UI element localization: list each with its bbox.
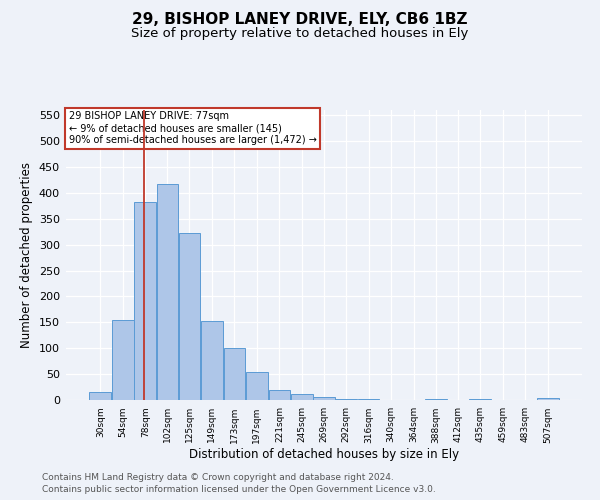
Bar	[112, 320, 134, 400]
Bar	[246, 372, 268, 400]
Bar	[335, 399, 357, 400]
Bar	[134, 202, 156, 400]
Bar	[269, 390, 290, 400]
Bar	[179, 232, 200, 400]
Bar	[313, 398, 335, 400]
Bar	[537, 398, 559, 400]
Text: Size of property relative to detached houses in Ely: Size of property relative to detached ho…	[131, 28, 469, 40]
Text: 29, BISHOP LANEY DRIVE, ELY, CB6 1BZ: 29, BISHOP LANEY DRIVE, ELY, CB6 1BZ	[132, 12, 468, 28]
Bar	[224, 348, 245, 400]
Bar	[89, 392, 111, 400]
Text: Contains public sector information licensed under the Open Government Licence v3: Contains public sector information licen…	[42, 485, 436, 494]
Text: Contains HM Land Registry data © Crown copyright and database right 2024.: Contains HM Land Registry data © Crown c…	[42, 472, 394, 482]
Bar	[201, 322, 223, 400]
Text: 29 BISHOP LANEY DRIVE: 77sqm
← 9% of detached houses are smaller (145)
90% of se: 29 BISHOP LANEY DRIVE: 77sqm ← 9% of det…	[68, 112, 316, 144]
Y-axis label: Number of detached properties: Number of detached properties	[20, 162, 33, 348]
Bar	[291, 394, 313, 400]
X-axis label: Distribution of detached houses by size in Ely: Distribution of detached houses by size …	[189, 448, 459, 461]
Bar	[157, 184, 178, 400]
